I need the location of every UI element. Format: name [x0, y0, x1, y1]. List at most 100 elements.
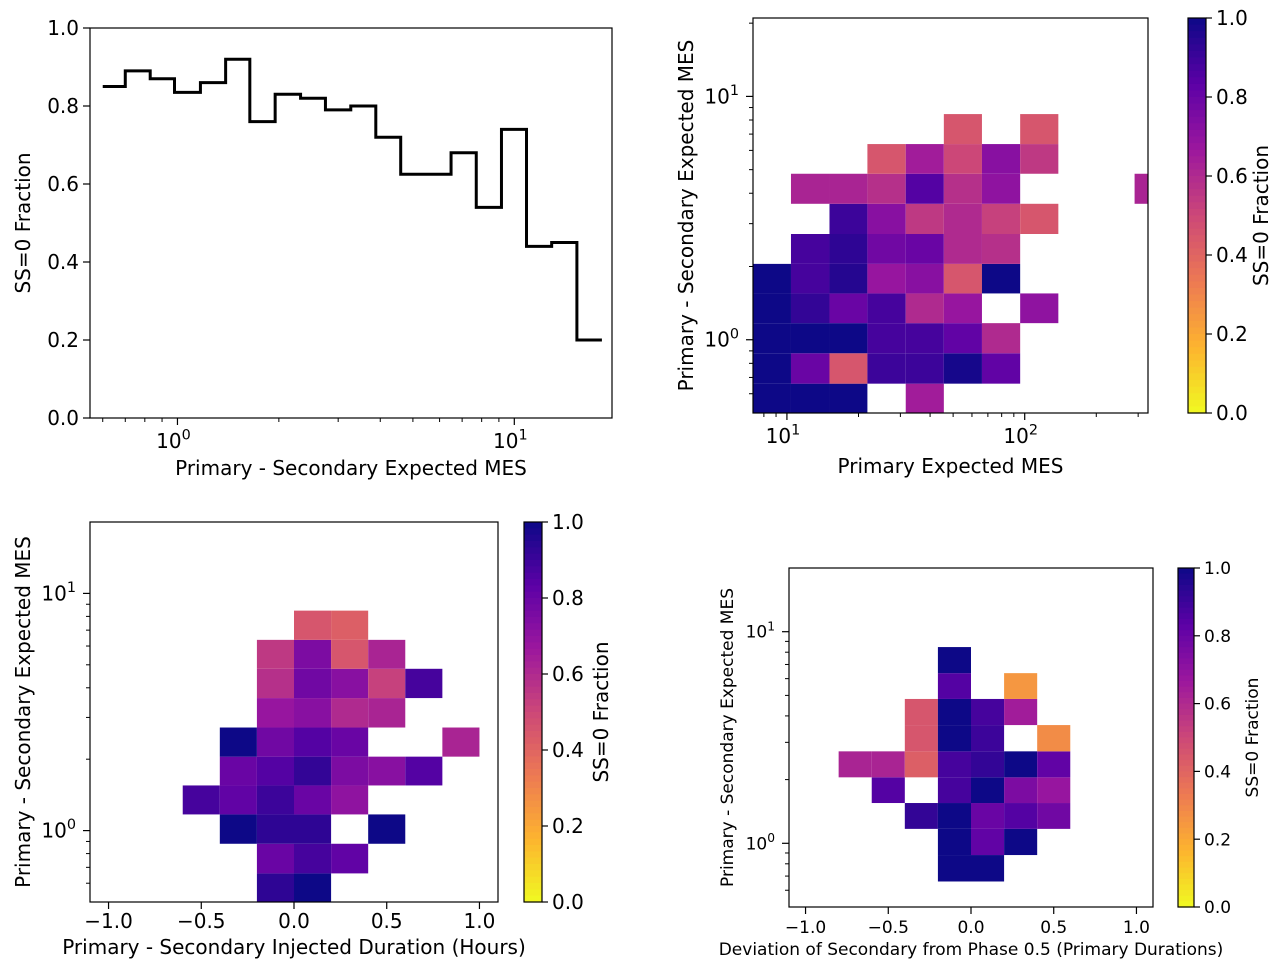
heatmap-cell [1004, 751, 1038, 778]
colorbar-swatch [1188, 360, 1206, 368]
colorbar-swatch [1178, 641, 1194, 648]
heatmap-cell [790, 293, 830, 324]
colorbar-swatch [1178, 573, 1194, 580]
heatmap-cell [905, 263, 944, 294]
colorbar-swatch [1178, 844, 1194, 852]
colorbar-frame [523, 521, 543, 903]
colorbar-swatch [1188, 156, 1206, 164]
colorbar-swatch [1188, 215, 1206, 223]
heatmap-cell [867, 353, 906, 384]
colorbar-swatch [524, 623, 542, 631]
heatmap-cell [981, 173, 1021, 204]
colorbar-swatch [1178, 782, 1194, 789]
heatmap-cell [943, 203, 982, 235]
colorbar-frame [1187, 17, 1207, 414]
heatmap-cell [368, 814, 406, 844]
colorbar-swatch [524, 579, 542, 586]
colorbar-swatch [524, 857, 542, 865]
heatmap-cell [753, 293, 791, 324]
colorbar-swatch [524, 522, 542, 529]
heatmap-cell [1037, 777, 1071, 804]
heatmap-cell [1020, 114, 1059, 145]
colorbar-swatch [1188, 334, 1206, 342]
colorbar-swatch [524, 642, 542, 650]
colorbar-swatch [1188, 77, 1206, 85]
colorbar-swatch [524, 680, 542, 688]
colorbar-swatch [524, 553, 542, 561]
heatmap-cell [294, 785, 332, 815]
x-axis-label: Deviation of Secondary from Phase 0.5 (P… [719, 940, 1224, 960]
heatmap-cell [219, 756, 257, 786]
x-tick-label: −1.0 [84, 909, 133, 933]
colorbar-swatch [1188, 57, 1206, 65]
heatmap-cell [971, 751, 1005, 778]
colorbar-swatch [1178, 635, 1194, 643]
heatmap-cell [331, 785, 369, 815]
panel-d: −1.0 −0.5 0.0 0.5 1.0 100 101 Deviation of Seco… [718, 559, 1263, 960]
heatmap-cell [829, 353, 868, 384]
x-tick-label: −0.5 [868, 918, 909, 938]
heatmap-cell [294, 668, 332, 699]
heatmap-cell [943, 263, 982, 294]
colorbar-swatch [524, 819, 542, 827]
colorbar-swatch [1178, 584, 1194, 592]
heatmap-cell [368, 639, 406, 669]
colorbar-swatch [524, 832, 542, 840]
x-tick-label: 0.0 [957, 918, 984, 938]
colorbar-swatch [1178, 669, 1194, 676]
colorbar-swatch [1178, 760, 1194, 767]
x-tick-label: 1.0 [1123, 918, 1150, 938]
colorbar-tick-label: 0.2 [552, 814, 584, 838]
colorbar-swatch [1188, 347, 1206, 355]
heatmap-cell [294, 727, 332, 757]
colorbar-swatch [1178, 895, 1194, 902]
step-line [102, 57, 602, 342]
heatmap-cell [871, 751, 905, 778]
colorbar-swatch [1178, 873, 1194, 880]
colorbar-swatch [1188, 97, 1206, 105]
colorbar-swatch [524, 528, 542, 536]
x-tick-label: 101 [493, 428, 528, 453]
heatmap-cell [256, 639, 294, 669]
colorbar-swatch [524, 648, 542, 656]
heatmap-cell [943, 323, 982, 354]
colorbar-swatch [1178, 867, 1194, 874]
x-tick-label: 0.0 [278, 909, 310, 933]
colorbar-swatch [1188, 307, 1206, 315]
colorbar-swatch [524, 718, 542, 726]
x-tick-label: 102 [1003, 423, 1038, 448]
colorbar-swatch [1178, 607, 1194, 614]
heatmap-cell [1037, 803, 1071, 829]
colorbar-swatch [1188, 182, 1206, 190]
heatmap-cell [971, 803, 1005, 829]
colorbar-swatch [524, 813, 542, 821]
heatmap-cell [943, 293, 982, 324]
colorbar-swatch [1188, 380, 1206, 388]
heatmap-cell [368, 668, 406, 699]
colorbar-swatch [524, 585, 542, 593]
colorbar-swatch [1178, 884, 1194, 891]
colorbar-swatch [524, 737, 542, 745]
colorbar-swatch [1188, 386, 1206, 394]
colorbar-swatch [1178, 624, 1194, 631]
colorbar-swatch [1188, 353, 1206, 361]
heatmap-cell [790, 353, 830, 384]
heatmap-cell [405, 668, 443, 699]
colorbar-swatch [1188, 176, 1206, 184]
heatmap-cell [256, 698, 294, 728]
heatmap-cell [829, 323, 868, 354]
colorbar-swatch [524, 598, 542, 605]
heatmap-cell [971, 725, 1005, 752]
heatmap-cell [1037, 751, 1071, 778]
heatmap-cell [331, 727, 369, 757]
colorbar-swatch [1188, 235, 1206, 243]
colorbar-swatch [524, 705, 542, 713]
x-tick-label: −1.0 [785, 918, 826, 938]
heatmap-cell [1020, 144, 1059, 174]
colorbar-swatch [524, 560, 542, 567]
colorbar-swatch [524, 712, 542, 719]
colorbar-swatch [524, 845, 542, 852]
colorbar-swatch [1178, 822, 1194, 829]
colorbar-swatch [524, 686, 542, 694]
colorbar-swatch [1188, 83, 1206, 92]
